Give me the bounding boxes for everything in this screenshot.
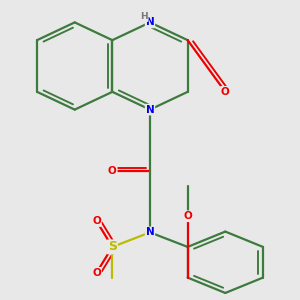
Text: N: N bbox=[146, 17, 154, 27]
Text: N: N bbox=[146, 227, 154, 237]
Text: S: S bbox=[108, 240, 117, 254]
Text: O: O bbox=[221, 87, 230, 97]
Text: O: O bbox=[92, 216, 101, 226]
Text: H: H bbox=[140, 12, 148, 21]
Text: O: O bbox=[92, 268, 101, 278]
Text: O: O bbox=[183, 211, 192, 221]
Text: O: O bbox=[108, 166, 117, 176]
Text: N: N bbox=[146, 105, 154, 115]
